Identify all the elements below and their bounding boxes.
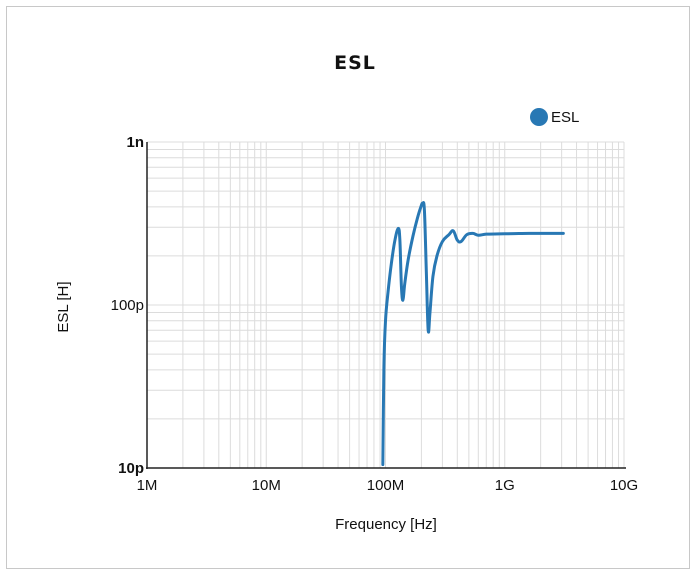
legend[interactable]: ESL [530,108,579,126]
x-tick-label: 100M [367,477,405,494]
x-tick-label: 10M [252,477,281,494]
x-tick-label: 1M [137,477,158,494]
chart-frame [6,6,690,569]
series-layer [381,201,565,467]
series-line-esl[interactable] [381,201,565,467]
y-tick-label: 10p [118,460,144,477]
axes [146,142,626,469]
legend-label-esl: ESL [551,109,579,126]
y-tick-label: 100p [111,297,144,314]
y-tick-label: 1n [126,134,144,151]
x-axis-label: Frequency [Hz] [335,516,437,533]
x-tick-labels: 1M 10M 100M 1G 10G [137,477,639,494]
x-tick-label: 1G [495,477,515,494]
y-axis-label: ESL [H] [55,281,72,332]
y-tick-labels: 1n 100p 10p [111,134,144,477]
chart-title: ESL [334,52,376,74]
x-tick-label: 10G [610,477,638,494]
legend-marker-esl [530,108,548,126]
